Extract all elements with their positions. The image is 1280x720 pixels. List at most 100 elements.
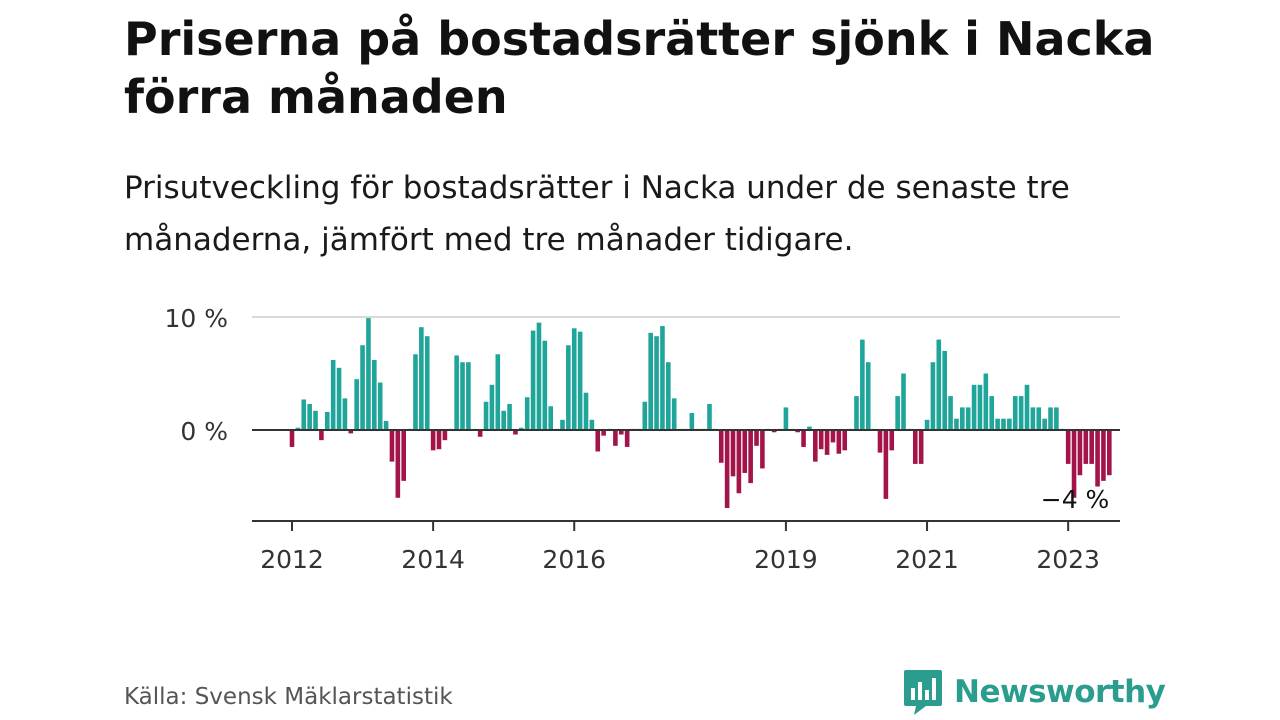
bar <box>1042 418 1047 430</box>
bar <box>536 322 542 430</box>
bar <box>401 430 407 481</box>
bar <box>942 350 947 430</box>
bar <box>519 427 524 430</box>
bar <box>424 336 430 430</box>
chart-subtitle: Prisutveckling för bostadsrätter i Nacka… <box>124 170 1070 258</box>
bar <box>671 398 677 430</box>
bar <box>336 367 342 430</box>
bar <box>836 430 842 454</box>
bar <box>324 411 330 430</box>
x-tick-label: 2019 <box>754 545 818 574</box>
bar <box>1101 430 1106 481</box>
bar <box>760 430 765 469</box>
bar <box>901 373 906 430</box>
x-tick-label: 2012 <box>260 545 324 574</box>
newsworthy-logo-icon <box>904 670 942 715</box>
bar <box>995 418 1000 430</box>
bar <box>977 384 983 430</box>
bar <box>724 430 730 508</box>
bar <box>965 407 971 430</box>
y-tick-label: 0 % <box>180 417 228 446</box>
bar <box>842 430 848 451</box>
bar <box>660 326 665 430</box>
bar <box>524 397 530 430</box>
bar <box>983 373 989 430</box>
bar <box>513 430 518 435</box>
bar <box>918 430 924 464</box>
bar <box>624 430 630 447</box>
bar <box>330 359 336 430</box>
bar <box>783 407 789 430</box>
bar <box>642 401 648 430</box>
bar <box>383 420 389 430</box>
bar <box>377 382 383 430</box>
bar <box>1077 430 1083 476</box>
bar <box>989 396 995 430</box>
bar <box>954 418 959 430</box>
bar <box>1024 384 1030 430</box>
bar <box>1065 430 1071 464</box>
bar <box>1030 407 1036 430</box>
bar <box>489 384 495 430</box>
bar <box>495 354 501 430</box>
bar <box>936 339 942 430</box>
bar <box>618 430 624 435</box>
bar <box>372 359 377 430</box>
x-tick-label: 2016 <box>542 545 606 574</box>
bar <box>807 426 812 430</box>
bar <box>865 362 871 430</box>
bar <box>366 318 371 430</box>
bar <box>342 398 348 430</box>
bar <box>818 430 824 450</box>
bar <box>530 330 536 430</box>
bar <box>830 430 836 443</box>
bar <box>1089 430 1094 464</box>
bar <box>824 430 830 455</box>
bar <box>442 430 448 441</box>
bar <box>912 430 918 464</box>
bar <box>754 430 759 446</box>
bar <box>930 362 936 430</box>
bar-chart: 0 % 10 % 2012 2014 2016 2019 2021 2023 −4 % <box>164 304 1120 574</box>
bar <box>466 362 471 430</box>
bar <box>736 430 742 494</box>
bar <box>748 430 753 484</box>
bar <box>1018 396 1024 430</box>
x-tick-label: 2023 <box>1036 545 1100 574</box>
bar <box>1107 430 1112 476</box>
bar <box>595 430 601 452</box>
bar <box>477 430 483 437</box>
bar <box>1083 430 1089 464</box>
bar <box>413 354 418 430</box>
bar <box>436 430 442 450</box>
bar <box>501 410 506 430</box>
bar <box>601 430 606 436</box>
bar <box>971 384 977 430</box>
bar <box>795 430 800 433</box>
bar <box>319 430 324 441</box>
bar <box>1001 418 1006 430</box>
bar <box>1095 430 1100 487</box>
y-tick-label: 10 % <box>164 304 228 333</box>
newsworthy-logo: Newsworthy <box>902 668 1166 716</box>
bar <box>613 430 618 446</box>
bar <box>583 392 589 430</box>
bar <box>1007 418 1012 430</box>
bar <box>1048 407 1053 430</box>
bar <box>960 407 965 430</box>
bar <box>1012 396 1018 430</box>
bar <box>354 379 359 430</box>
bar <box>289 430 295 447</box>
bar <box>813 430 818 462</box>
source-note: Källa: Svensk Mäklarstatistik <box>124 684 453 710</box>
value-annotation: −4 % <box>1041 485 1110 514</box>
bar <box>718 430 724 463</box>
bar <box>419 327 424 430</box>
bar <box>801 430 806 447</box>
bar <box>924 419 930 430</box>
bar <box>854 396 859 430</box>
bar <box>877 430 883 453</box>
bar <box>689 413 695 430</box>
bar <box>1036 407 1042 430</box>
bar <box>577 331 583 430</box>
